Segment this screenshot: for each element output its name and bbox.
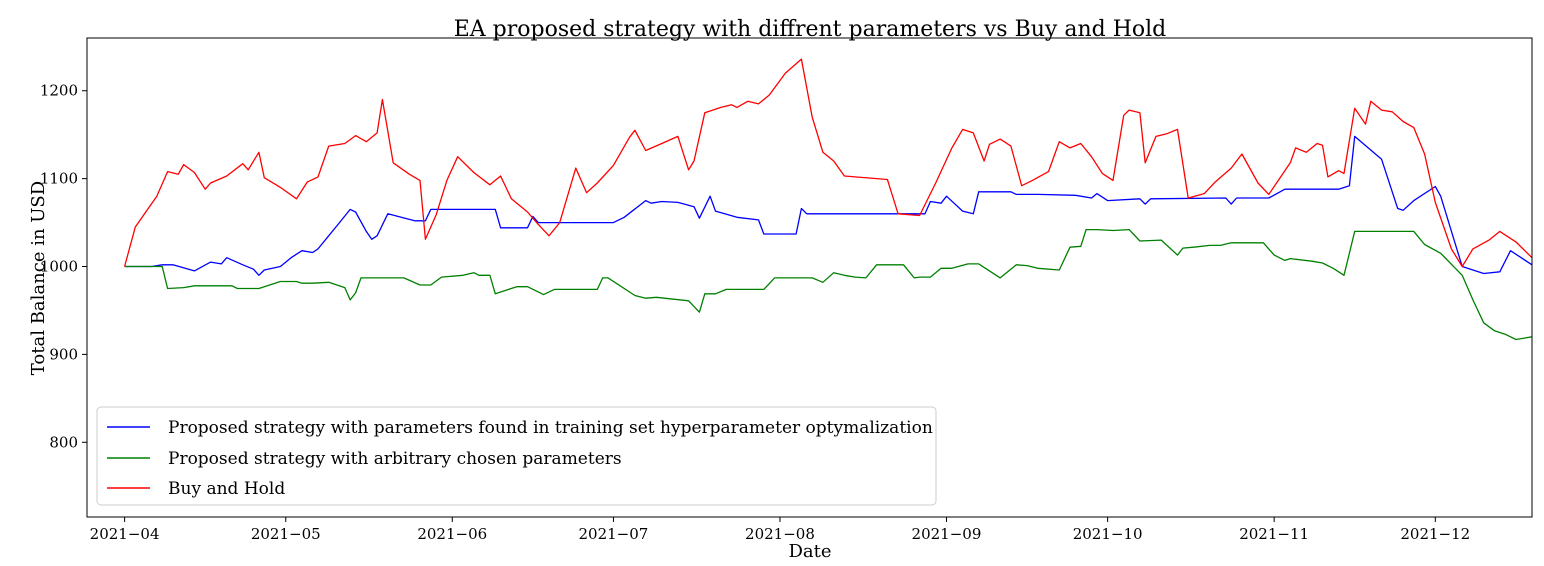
x-tick-label: 2021−04 [90, 525, 160, 543]
x-tick-label: 2021−07 [579, 525, 649, 543]
x-tick-label: 2021−08 [745, 525, 815, 543]
series-line-0 [124, 135, 1533, 276]
series-line-1 [124, 228, 1533, 341]
x-axis: 2021−04 2021−05 2021−06 2021−07 2021−08 2021−… [90, 517, 1470, 543]
y-tick-label: 900 [49, 345, 78, 363]
legend-frame [96, 406, 937, 506]
legend-label-1: Proposed strategy with arbitrary chosen … [168, 449, 622, 469]
x-tick-label: 2021−10 [1073, 525, 1143, 543]
y-axis: 800 900 1000 1100 1200 [40, 82, 87, 451]
legend-label-0: Proposed strategy with parameters found … [168, 418, 933, 438]
plot-area [123, 58, 1533, 341]
x-tick-label: 2021−06 [417, 525, 487, 543]
plot-frame [86, 37, 1533, 518]
x-tick-label: 2021−11 [1239, 525, 1309, 543]
legend-label-2: Buy and Hold [168, 479, 285, 499]
x-axis-label: Date [788, 541, 831, 562]
y-axis-label: Total Balance in USD [28, 181, 49, 375]
legend-item-2: Buy and Hold [107, 479, 285, 499]
legend-item-0: Proposed strategy with parameters found … [107, 418, 933, 438]
y-tick-label: 1200 [40, 82, 78, 100]
legend: Proposed strategy with parameters found … [96, 406, 937, 506]
legend-item-1: Proposed strategy with arbitrary chosen … [107, 449, 622, 469]
x-tick-label: 2021−09 [912, 525, 982, 543]
x-tick-label: 2021−05 [251, 525, 321, 543]
y-tick-label: 800 [49, 433, 78, 451]
y-tick-label: 1000 [40, 258, 78, 276]
x-tick-label: 2021−12 [1400, 525, 1470, 543]
y-tick-label: 1100 [40, 170, 78, 188]
series-line-2 [123, 58, 1533, 268]
